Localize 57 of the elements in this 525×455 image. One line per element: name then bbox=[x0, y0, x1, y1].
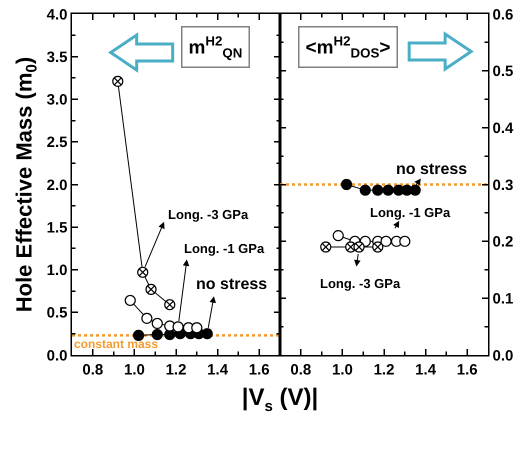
y-tick-label: 1.5 bbox=[46, 219, 68, 236]
point bbox=[152, 318, 163, 330]
x-tick-label: 1.2 bbox=[374, 362, 394, 378]
point bbox=[164, 299, 176, 310]
y-tick-label: 0.5 bbox=[46, 304, 68, 322]
x-tick-label: 0.8 bbox=[290, 362, 312, 378]
point bbox=[191, 322, 202, 334]
point bbox=[124, 294, 136, 306]
y-tick-label: 2.0 bbox=[46, 176, 68, 194]
point bbox=[340, 178, 352, 190]
y2-tick-label: 0.6 bbox=[492, 6, 514, 24]
ref-line-label: constant mass bbox=[74, 337, 158, 351]
point bbox=[360, 184, 371, 196]
annotation: Long. -3 GPa bbox=[320, 276, 401, 291]
point bbox=[172, 321, 184, 332]
y-tick-label: 0.0 bbox=[46, 347, 68, 364]
point bbox=[137, 266, 148, 278]
point bbox=[332, 230, 344, 242]
x-tick-label: 1.4 bbox=[415, 362, 437, 378]
x-tick-label: 1.4 bbox=[207, 362, 229, 378]
annotation: no stress bbox=[196, 276, 268, 293]
point bbox=[353, 241, 365, 253]
y2-tick-label: 0.5 bbox=[492, 63, 514, 80]
y2-tick-label: 0.3 bbox=[492, 176, 514, 194]
annotation: Long. -1 GPa bbox=[184, 241, 265, 256]
y2-tick-label: 0.1 bbox=[492, 290, 514, 308]
point bbox=[410, 184, 421, 196]
point bbox=[132, 330, 144, 341]
point bbox=[320, 241, 332, 253]
y2-tick-label: 0.0 bbox=[492, 347, 514, 364]
point bbox=[399, 236, 410, 247]
y-tick-label: 1.0 bbox=[46, 262, 68, 279]
point bbox=[380, 236, 392, 247]
x-tick-label: 1.2 bbox=[166, 362, 186, 378]
point bbox=[141, 312, 152, 324]
annotation: no stress bbox=[396, 161, 468, 178]
point bbox=[382, 184, 394, 196]
point bbox=[372, 241, 384, 253]
annotation: Long. -1 GPa bbox=[370, 205, 451, 220]
x-tick-label: 0.8 bbox=[82, 362, 104, 378]
y-tick-label: 2.5 bbox=[46, 134, 68, 152]
y-tick-label: 3.0 bbox=[46, 92, 68, 108]
y-tick-label: 3.5 bbox=[46, 48, 68, 66]
annotation: Long. -3 GPa bbox=[168, 207, 249, 222]
point bbox=[112, 76, 124, 87]
x-tick-label: 1.0 bbox=[124, 362, 145, 378]
y-tick-label: 4.0 bbox=[46, 6, 68, 24]
y2-tick-label: 0.2 bbox=[492, 234, 514, 251]
x-axis-title: |V$_{s}$ (V)| bbox=[242, 384, 318, 415]
x-tick-label: 1.6 bbox=[248, 362, 270, 378]
point bbox=[152, 328, 163, 340]
point bbox=[202, 328, 213, 340]
point bbox=[372, 184, 384, 196]
y2-tick-label: 0.4 bbox=[492, 120, 514, 137]
x-tick-label: 1.0 bbox=[332, 362, 353, 378]
annotation: <m$^{H2}$$_{DOS}$> bbox=[306, 34, 390, 60]
x-tick-label: 1.6 bbox=[456, 362, 478, 378]
